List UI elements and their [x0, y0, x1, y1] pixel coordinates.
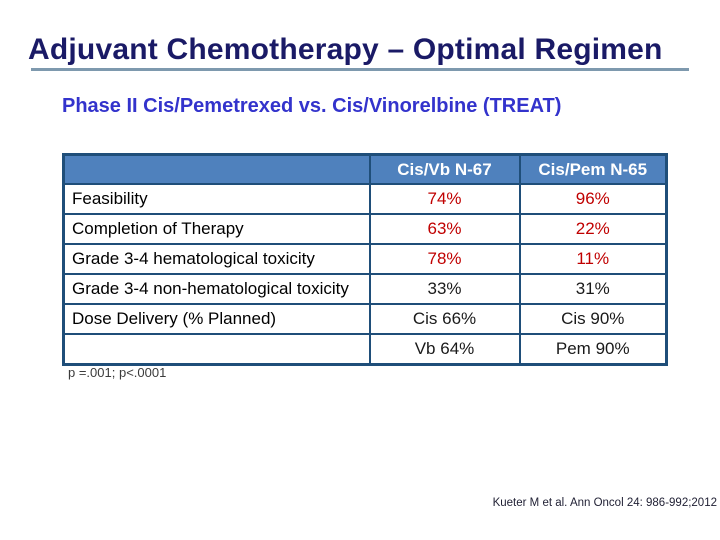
header-cell-cisvb: Cis/Vb N-67 [368, 153, 521, 185]
value-cell-cispem: Cis 90% [518, 303, 668, 335]
title-underline [31, 68, 689, 71]
header-cell-cispem: Cis/Pem N-65 [518, 153, 668, 185]
slide-title: Adjuvant Chemotherapy – Optimal Regimen [28, 33, 663, 66]
table-row: Completion of Therapy 63% 22% [62, 213, 668, 245]
table-row: Vb 64% Pem 90% [62, 333, 668, 366]
value-cell-cispem: 11% [518, 243, 668, 275]
table-row: Grade 3-4 hematological toxicity 78% 11% [62, 243, 668, 275]
p-value-footnote: p =.001; p<.0001 [68, 365, 167, 380]
row-label-cell: Grade 3-4 non-hematological toxicity [62, 273, 371, 305]
value-cell-cispem: 22% [518, 213, 668, 245]
value-cell-cispem: Pem 90% [518, 333, 668, 366]
row-label-cell: Grade 3-4 hematological toxicity [62, 243, 371, 275]
value-cell-cispem: 31% [518, 273, 668, 305]
row-label-cell [62, 333, 371, 366]
table-header-row: Cis/Vb N-67 Cis/Pem N-65 [62, 153, 668, 185]
row-label-cell: Dose Delivery (% Planned) [62, 303, 371, 335]
value-cell-cisvb: 74% [368, 183, 521, 215]
table-row: Feasibility 74% 96% [62, 183, 668, 215]
citation: Kueter M et al. Ann Oncol 24: 986-992;20… [492, 497, 717, 509]
value-cell-cisvb: 78% [368, 243, 521, 275]
slide-subtitle: Phase II Cis/Pemetrexed vs. Cis/Vinorelb… [62, 95, 562, 117]
value-cell-cisvb: 33% [368, 273, 521, 305]
table-row: Dose Delivery (% Planned) Cis 66% Cis 90… [62, 303, 668, 335]
value-cell-cisvb: Vb 64% [368, 333, 521, 366]
row-label-cell: Feasibility [62, 183, 371, 215]
row-label-cell: Completion of Therapy [62, 213, 371, 245]
value-cell-cisvb: 63% [368, 213, 521, 245]
results-table: Cis/Vb N-67 Cis/Pem N-65 Feasibility 74%… [62, 153, 668, 366]
value-cell-cisvb: Cis 66% [368, 303, 521, 335]
table-row: Grade 3-4 non-hematological toxicity 33%… [62, 273, 668, 305]
header-cell-empty [62, 153, 371, 185]
value-cell-cispem: 96% [518, 183, 668, 215]
